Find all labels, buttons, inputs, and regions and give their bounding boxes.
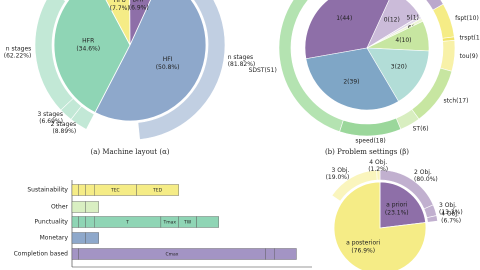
- slice-value-label: (76.9%): [351, 247, 375, 254]
- pie-slice: [129, 0, 151, 46]
- pie-slice: [304, 0, 390, 60]
- slice-label: 4(10): [395, 37, 411, 44]
- ring-label: ST(6): [413, 126, 429, 133]
- caption: (a) Machine layout (α): [90, 148, 169, 156]
- pie-slice: [333, 181, 427, 270]
- slice-value-label: (6.9%): [129, 5, 149, 12]
- segment-label: Tmax: [162, 220, 176, 226]
- ring-label: speed(18): [355, 137, 385, 144]
- ring-label: fspt(10): [455, 15, 479, 22]
- slice-value-label: (50.8%): [156, 64, 180, 71]
- ring-value-label: (1.2%): [368, 166, 388, 173]
- ring-segment: [432, 3, 455, 39]
- pie-slice: [379, 181, 427, 229]
- ring-segment: [137, 0, 226, 140]
- bar-segment: [274, 248, 297, 260]
- bar-segment: [85, 216, 95, 228]
- segment-label: TEC: [110, 188, 120, 194]
- ring-label: 2 stages: [51, 121, 77, 128]
- ring-label: 3 Obj.: [332, 167, 350, 174]
- ring-label: 2 Obj.: [414, 169, 432, 176]
- bar-segment: [196, 216, 219, 228]
- slice-label: 3(20): [391, 64, 407, 71]
- slice-name: HFR: [82, 38, 94, 45]
- pie-slice: [366, 47, 430, 102]
- ring-value-label: (19.0%): [326, 174, 350, 181]
- caption: (b) Problem settings (β): [325, 148, 409, 156]
- ring-value-label: (62.22%): [4, 53, 32, 60]
- ring-label: 3 Obj.: [439, 202, 457, 209]
- pie-slice: [94, 0, 207, 122]
- bar-segment: [136, 184, 179, 196]
- ring-label: 4 Obj.: [369, 159, 387, 166]
- ring-value-label: (8.89%): [52, 128, 76, 135]
- category-label: Monetary: [40, 235, 69, 242]
- ring-label: n stages: [228, 54, 254, 61]
- slice-value-label: (34.6%): [76, 46, 100, 53]
- slice-label: 0(12): [384, 17, 400, 24]
- ring-segment: [439, 39, 456, 72]
- ring-label: 3 stages: [37, 111, 63, 118]
- ring-segment: [34, 0, 74, 111]
- ring-value-label: (13.3%): [439, 209, 463, 216]
- slice-label: 5(1): [407, 14, 419, 21]
- bar-segment: [71, 232, 86, 244]
- bar-segment: [71, 201, 86, 213]
- ring-segment: [278, 0, 344, 132]
- bar-segment: [78, 216, 86, 228]
- slice-name: a priori: [386, 202, 408, 209]
- bar-segment: [71, 248, 79, 260]
- slice-label: 1(44): [336, 15, 352, 22]
- ring-segment: [339, 117, 402, 137]
- bar-segment: [85, 184, 95, 196]
- bar-segment: [85, 201, 99, 213]
- slice-name: HFI: [163, 56, 173, 63]
- bar-segment: [71, 184, 79, 196]
- bar-segment: [71, 216, 79, 228]
- slice-value-label: (23.1%): [385, 210, 409, 217]
- bar-segment: [85, 232, 99, 244]
- ring-label: n stages: [6, 46, 32, 53]
- slice-value-label: (7.7%): [110, 5, 130, 12]
- segment-label: TED: [152, 188, 163, 194]
- ring-label: tou(9): [460, 53, 478, 60]
- ring-segment: [426, 215, 438, 223]
- pie-slice: [305, 47, 399, 111]
- bar-segment: [265, 248, 275, 260]
- segment-label: TW: [183, 220, 192, 226]
- slice-name: DHF: [132, 0, 145, 4]
- ring-label: trspt(1): [459, 35, 480, 42]
- slice-name: HFU: [114, 0, 126, 4]
- pie-slice: [105, 0, 131, 46]
- ring-value-label: (80.0%): [414, 176, 438, 183]
- category-label: Sustainability: [27, 187, 68, 194]
- slice-label: 2(39): [343, 78, 359, 85]
- ring-label: 4 Obj.: [441, 211, 459, 218]
- slice-name: a posteriori: [346, 239, 381, 246]
- ring-value-label: (6.7%): [441, 218, 461, 225]
- category-label: Punctuality: [35, 219, 69, 226]
- category-label: Completion based: [14, 251, 69, 258]
- ring-label: SDST(51): [249, 67, 277, 74]
- ring-value-label: (81.82%): [228, 61, 256, 68]
- ring-segment: [376, 169, 381, 181]
- ring-value-label: (6.69%): [39, 118, 63, 125]
- segment-label: Cmax: [166, 252, 179, 258]
- pie-slice: [53, 0, 131, 114]
- segment-label: T: [125, 220, 129, 226]
- ring-label: stch(17): [444, 97, 469, 104]
- bar-segment: [78, 184, 86, 196]
- category-label: Other: [51, 204, 69, 211]
